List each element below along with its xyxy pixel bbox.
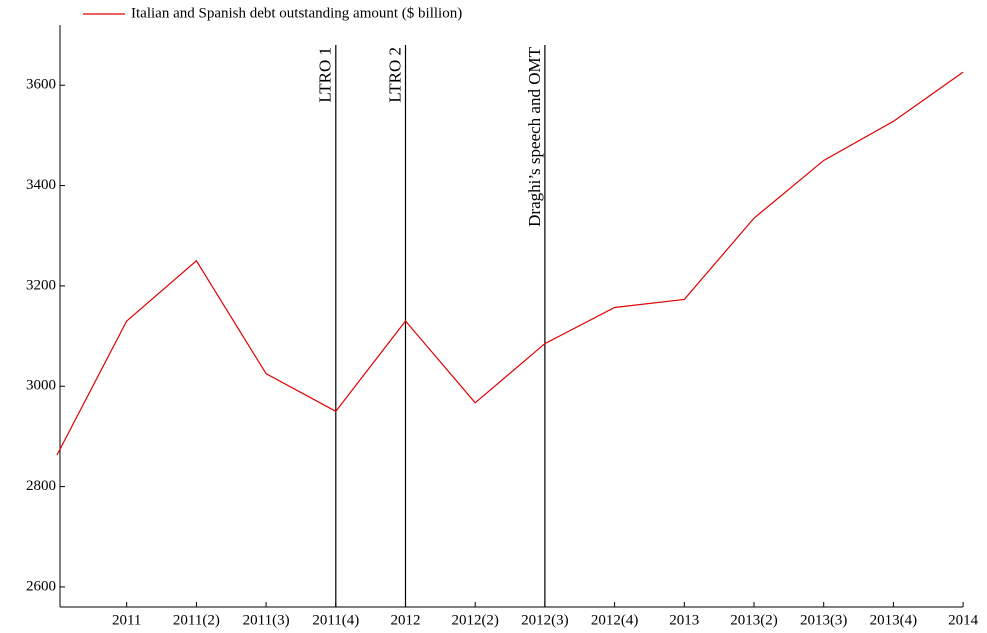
x-tick-label: 2014 xyxy=(948,612,979,628)
event-label: LTRO 2 xyxy=(385,47,404,103)
x-tick-label: 2011(4) xyxy=(312,612,359,628)
x-tick-label: 2013(4) xyxy=(870,612,918,628)
x-tick-label: 2012(4) xyxy=(591,612,639,628)
x-tick-label: 2013(3) xyxy=(800,612,848,628)
x-tick-label: 2012(3) xyxy=(521,612,569,628)
y-tick-label: 3200 xyxy=(26,277,56,293)
event-label: Draghi’s speech and OMT xyxy=(525,46,544,226)
y-tick-label: 3600 xyxy=(26,77,56,93)
x-tick-label: 2013(2) xyxy=(730,612,778,628)
x-tick-label: 2013 xyxy=(669,612,699,628)
x-tick-label: 2011(2) xyxy=(173,612,220,628)
y-tick-label: 2800 xyxy=(26,478,56,494)
x-tick-label: 2012(2) xyxy=(451,612,499,628)
x-tick-label: 2011(3) xyxy=(243,612,290,628)
y-tick-label: 3400 xyxy=(26,177,56,193)
x-tick-label: 2011 xyxy=(112,612,141,628)
x-tick-label: 2012 xyxy=(391,612,421,628)
y-tick-label: 2600 xyxy=(26,578,56,594)
legend-label: Italian and Spanish debt outstanding amo… xyxy=(131,5,462,21)
event-label: LTRO 1 xyxy=(316,47,335,103)
data-line xyxy=(56,71,964,456)
y-tick-label: 3000 xyxy=(26,378,56,394)
